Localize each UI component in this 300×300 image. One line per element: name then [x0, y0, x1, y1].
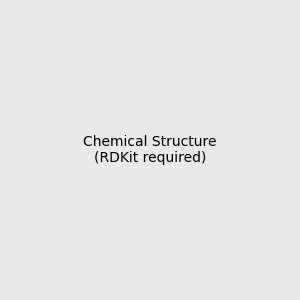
Text: Chemical Structure
(RDKit required): Chemical Structure (RDKit required)	[83, 135, 217, 165]
